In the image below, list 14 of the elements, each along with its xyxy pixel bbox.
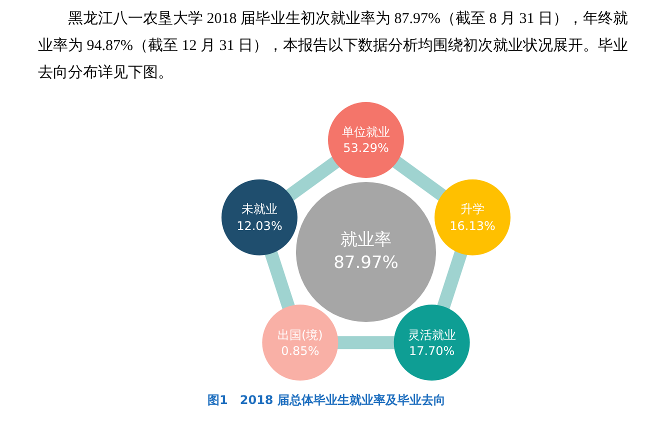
category-label: 出国(境) (277, 326, 323, 343)
category-label: 未就业 (240, 201, 278, 218)
text: 黑龙江八一农垦大学 2018 届毕业生初次就业率为 87.97%（截至 8 月 31 日），年终就业率为 94.87%（截至 12 月 31 日），本报告以下数据分析均围绕初次就业状况展开。毕业去向分布详见下图。 (38, 9, 629, 83)
data-label: 17.70% (408, 342, 456, 359)
data-label: 53.29% (342, 140, 390, 156)
data-label: 87.97% (334, 252, 398, 275)
category-label: 单位就业 (342, 124, 390, 140)
text: 图1 2018 届总体毕业生就业率及毕业去向 (206, 392, 446, 409)
data-label: 0.85% (280, 342, 320, 359)
data-label: 16.13% (450, 217, 496, 234)
category-label: 升学 (460, 201, 486, 218)
category-label: 灵活就业 (408, 326, 456, 343)
data-label: 12.03% (236, 217, 282, 234)
category-label: 就业率 (340, 229, 392, 252)
